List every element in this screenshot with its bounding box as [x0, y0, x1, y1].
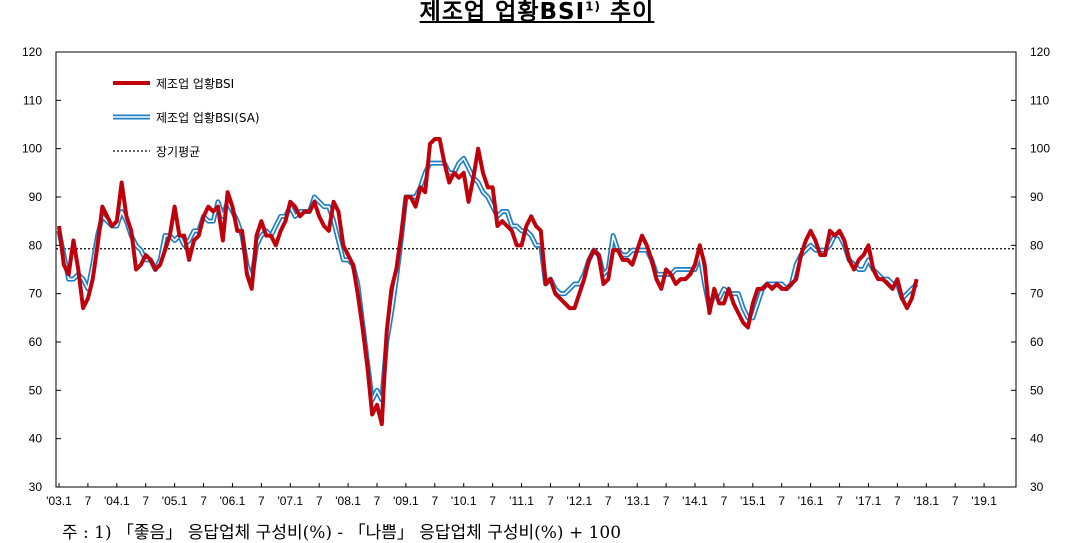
y-tick-label-right: 120: [1030, 45, 1050, 59]
x-tick-label: 7: [894, 494, 901, 508]
y-tick-label-left: 30: [29, 480, 43, 494]
x-tick-label: '17.1: [856, 494, 882, 508]
footnote: 주 : 1) 「좋음」 응답업체 구성비(%) - 「나쁨」 응답업체 구성비(…: [62, 523, 622, 543]
x-tick-label: '19.1: [971, 494, 997, 508]
legend: 제조업 업황BSI 제조업 업황BSI(SA) 장기평균: [113, 77, 260, 159]
y-tick-label-right: 50: [1030, 383, 1044, 397]
legend-label: 장기평균: [156, 145, 200, 159]
y-tick-label-right: 100: [1030, 142, 1050, 156]
x-tick-label: 7: [836, 494, 843, 508]
x-tick-label: 7: [316, 494, 323, 508]
x-tick-label: '05.1: [162, 494, 188, 508]
y-tick-label-left: 90: [29, 190, 43, 204]
x-tick-label: '04.1: [104, 494, 130, 508]
x-tick-label: 7: [605, 494, 612, 508]
x-tick-label: '15.1: [740, 494, 766, 508]
x-tick-label: 7: [431, 494, 438, 508]
y-tick-label-right: 30: [1030, 480, 1044, 494]
chart-title: 제조업 업황BSI1) 추이: [420, 0, 655, 26]
y-tick-label-left: 50: [29, 383, 43, 397]
x-tick-label: 7: [952, 494, 959, 508]
x-tick-label: 7: [258, 494, 265, 508]
y-tick-label-right: 70: [1030, 287, 1044, 301]
y-tick-label-left: 120: [22, 45, 42, 59]
x-tick-label: 7: [778, 494, 785, 508]
y-tick-label-right: 40: [1030, 432, 1044, 446]
x-tick-label: '12.1: [567, 494, 593, 508]
y-axis-left: 30 40 50 60 70 80 90 100 110 120: [22, 45, 61, 494]
x-tick-label: '16.1: [798, 494, 824, 508]
series-sa-line-outer: [56, 155, 919, 403]
x-tick-label: 7: [489, 494, 496, 508]
plot-frame: [55, 51, 1017, 488]
x-tick-label: '03.1: [46, 494, 72, 508]
x-tick-label: '13.1: [624, 494, 650, 508]
x-tick-label: '11.1: [509, 494, 534, 508]
y-axis-right: 30 40 50 60 70 80 90 100 110 120: [1011, 45, 1050, 494]
x-tick-label: '18.1: [913, 494, 939, 508]
legend-label: 제조업 업황BSI(SA): [156, 111, 260, 125]
x-tick-label: '08.1: [335, 494, 361, 508]
y-tick-label-left: 40: [29, 432, 43, 446]
y-tick-label-right: 110: [1030, 93, 1049, 107]
x-tick-label: 7: [142, 494, 149, 508]
y-tick-label-left: 60: [29, 335, 43, 349]
legend-label: 제조업 업황BSI: [156, 77, 234, 91]
y-tick-label-left: 80: [29, 238, 43, 252]
chart-title-wrap: 제조업 업황BSI1) 추이: [0, 0, 1074, 26]
x-tick-label: 7: [547, 494, 554, 508]
x-tick-label: '06.1: [220, 494, 246, 508]
y-tick-label-left: 70: [29, 287, 43, 301]
x-tick-label: 7: [85, 494, 92, 508]
x-tick-label: 7: [374, 494, 381, 508]
x-tick-label: 7: [200, 494, 207, 508]
y-tick-label-right: 80: [1030, 238, 1044, 252]
x-tick-label: '10.1: [451, 494, 477, 508]
x-tick-label: 7: [663, 494, 670, 508]
x-tick-label: '09.1: [393, 494, 419, 508]
y-tick-label-right: 90: [1030, 190, 1044, 204]
x-tick-label: '07.1: [277, 494, 303, 508]
series-bsi-line: [57, 137, 919, 427]
chart-title-footnote-mark: 1): [585, 0, 601, 14]
x-axis: '03.1 7 '04.1 7 '05.1 7 '06.1 7 '07.1 7 '08.1 7 '09.…: [46, 483, 997, 508]
series-sa: [56, 155, 919, 403]
y-tick-label-right: 60: [1030, 335, 1044, 349]
x-tick-label: '14.1: [682, 494, 708, 508]
x-tick-label: 7: [721, 494, 728, 508]
y-tick-label-left: 100: [22, 142, 42, 156]
series-bsi: [57, 137, 919, 427]
chart-title-main: 제조업 업황BSI: [419, 0, 586, 25]
chart-title-suffix: 추이: [600, 0, 655, 25]
y-tick-label-left: 110: [23, 93, 42, 107]
